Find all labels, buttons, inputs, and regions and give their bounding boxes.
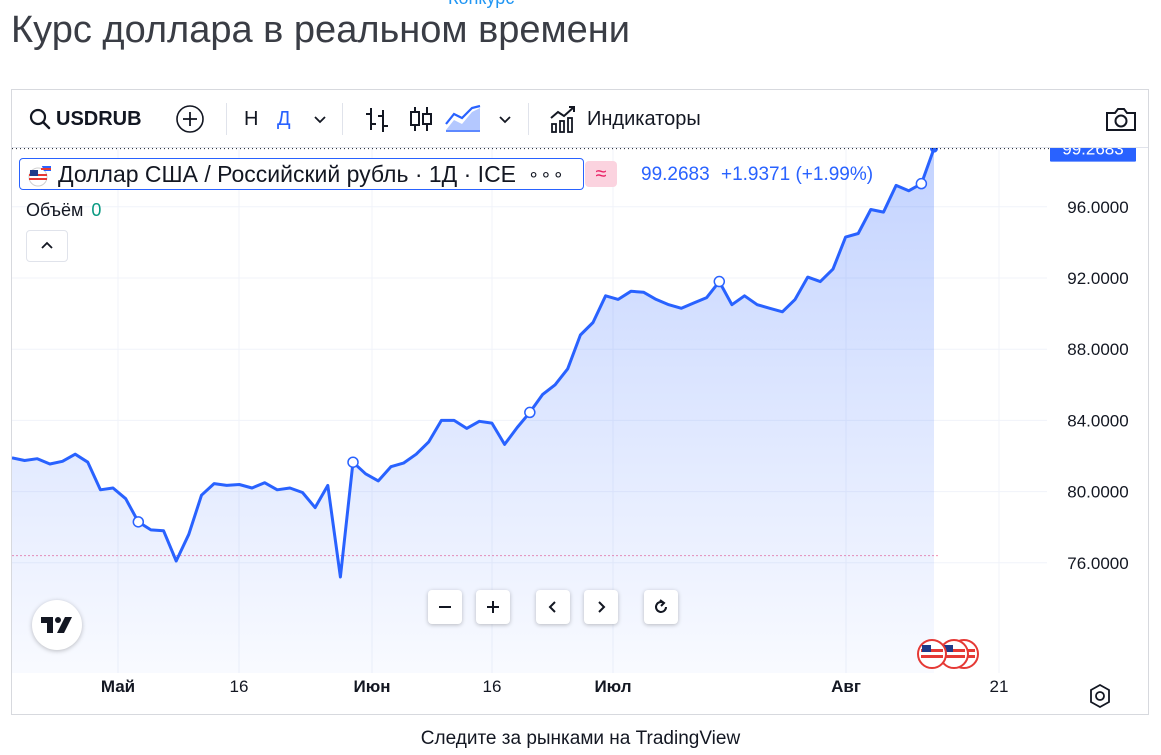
camera-icon (1106, 108, 1136, 131)
chevron-up-icon (41, 241, 53, 249)
toolbar-divider (528, 103, 529, 135)
symbol-search-button[interactable]: USDRUB (28, 90, 142, 148)
price-axis-label: 88.0000 (1067, 340, 1128, 359)
price-axis-label: 80.0000 (1067, 483, 1128, 502)
interval-d-button[interactable]: Д (277, 90, 291, 148)
candles-icon (410, 107, 432, 131)
time-axis-label: Июн (353, 677, 390, 696)
reset-icon (655, 599, 667, 613)
tradingview-logo-icon (41, 617, 72, 633)
chevron-down-icon (499, 116, 511, 124)
instrument-title: Доллар США / Российский рубль · 1Д · ICE (58, 160, 517, 187)
price-change: +1.9371 (720, 164, 791, 185)
price-chart[interactable]: 100.000096.000092.000088.000084.000080.0… (12, 148, 1148, 714)
interval-h-label: Н (244, 107, 259, 130)
price-line (12, 148, 936, 579)
volume-label: Объём (26, 200, 84, 220)
indicators-button[interactable]: Индикаторы (548, 90, 701, 148)
footer-attribution[interactable]: Следите за рынками на TradingView (420, 728, 741, 749)
top-link[interactable]: Конкурс (448, 0, 514, 9)
economic-events-icon[interactable] (912, 635, 992, 675)
legend-price-values: 99.2683 +1.9371 (+1.99%) (641, 164, 873, 186)
last-price-point (930, 148, 938, 153)
volume-legend: Объём 0 (26, 200, 101, 221)
interval-d-label: Д (277, 107, 291, 130)
minus-icon (439, 606, 451, 608)
indicators-icon (550, 106, 575, 133)
usa-russia-flag-icon (28, 164, 51, 187)
scroll-right-button[interactable] (584, 590, 618, 624)
last-price-tag (1050, 148, 1136, 162)
time-axis-label: 21 (990, 677, 1009, 696)
plus-icon (487, 601, 499, 613)
toolbar-divider (342, 103, 343, 135)
symbol-label: USDRUB (56, 107, 142, 130)
interval-h-button[interactable]: Н (244, 90, 258, 148)
compare-button[interactable] (174, 90, 206, 148)
symbol-legend[interactable]: Доллар США / Российский рубль · 1Д · ICE… (19, 158, 584, 190)
page-title: Курс доллара в реальном времени (11, 9, 631, 51)
add-circle-icon (176, 105, 204, 133)
price-axis-label: 84.0000 (1067, 411, 1128, 430)
event-marker (524, 406, 536, 419)
time-axis-label: Май (101, 677, 135, 696)
price-axis-label: 92.0000 (1067, 269, 1128, 288)
time-axis-label: 16 (230, 677, 249, 696)
more-options-icon[interactable]: ∘∘∘ (528, 163, 565, 184)
time-axis-label: Авг (831, 677, 861, 696)
last-price: 99.2683 (641, 164, 710, 185)
volume-value: 0 (91, 200, 102, 220)
toolbar-divider (226, 103, 227, 135)
indicators-label: Индикаторы (587, 107, 701, 130)
reset-chart-button[interactable] (644, 590, 678, 624)
tradingview-widget: USDRUB Н Д (11, 89, 1149, 715)
data-delayed-badge[interactable]: ≈ (585, 161, 617, 187)
area-style-button[interactable] (444, 90, 482, 148)
bars-style-button[interactable] (364, 90, 390, 148)
interval-dropdown-button[interactable] (312, 90, 328, 148)
zoom-in-button[interactable] (476, 590, 510, 624)
candles-style-button[interactable] (408, 90, 434, 148)
chevron-left-icon (548, 601, 556, 613)
time-axis-label: 16 (483, 677, 502, 696)
axis-settings-icon[interactable] (1087, 683, 1113, 709)
scroll-left-button[interactable] (536, 590, 570, 624)
price-axis-label: 76.0000 (1067, 554, 1128, 573)
price-axis-label: 96.0000 (1067, 198, 1128, 217)
event-marker (347, 456, 359, 468)
chart-toolbar: USDRUB Н Д (12, 90, 1148, 148)
tradingview-logo[interactable] (32, 600, 82, 650)
event-marker (132, 516, 145, 528)
chevron-right-icon (598, 601, 606, 613)
approx-icon: ≈ (595, 162, 607, 185)
event-marker (915, 177, 928, 190)
last-price-tag-label: 99.2683 (1062, 148, 1123, 159)
bars-icon (366, 108, 388, 132)
us-flag-event-icon (917, 639, 947, 669)
chevron-down-icon (314, 116, 326, 124)
price-change-percent: (+1.99%) (795, 164, 874, 185)
collapse-legend-button[interactable] (26, 230, 68, 262)
screenshot-button[interactable] (1104, 90, 1138, 148)
event-marker (713, 275, 726, 288)
zoom-out-button[interactable] (428, 590, 462, 624)
price-area (12, 148, 934, 674)
chart-style-dropdown-button[interactable] (497, 90, 513, 148)
search-icon (29, 108, 51, 130)
area-chart-icon (445, 104, 481, 132)
time-axis-label: Июл (594, 677, 631, 696)
